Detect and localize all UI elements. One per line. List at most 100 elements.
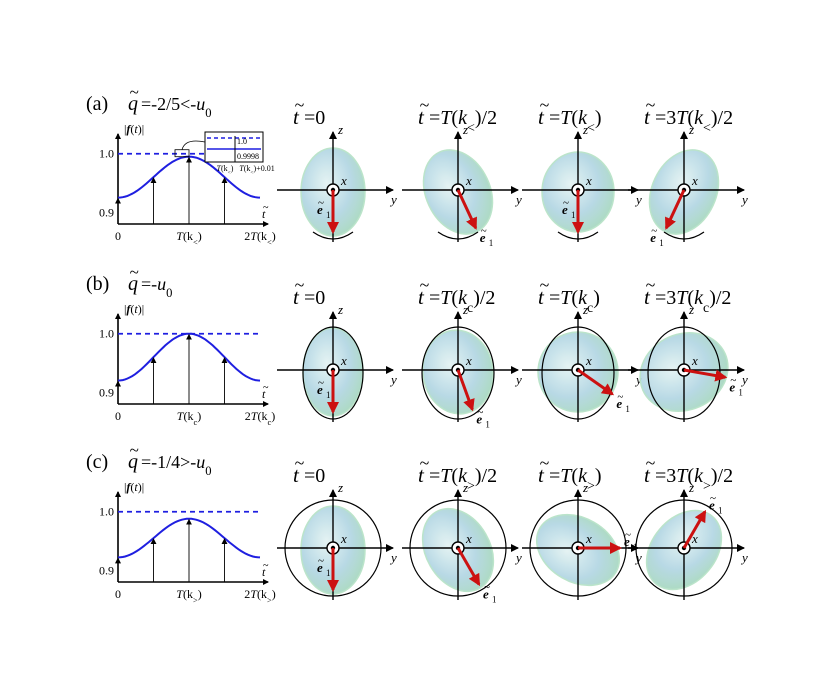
svg-text:1: 1: [492, 594, 497, 604]
svg-text:1: 1: [326, 390, 331, 400]
svg-text:~: ~: [484, 581, 490, 593]
y-label: y: [634, 550, 642, 565]
x-tick-label: 2T(kc): [245, 409, 275, 427]
svg-text:q: q: [128, 451, 138, 473]
t-symbol: t~: [538, 95, 550, 129]
x-tick-label: 0: [115, 229, 121, 243]
x-label: x: [340, 531, 347, 546]
row-b: (b) q~=-u0|f(t)|1.00.90 T(kc) 2T(kc)t~t~=0z…: [86, 263, 748, 430]
q-symbol: q~: [128, 441, 139, 473]
t-symbol: t~: [293, 453, 305, 487]
svg-text:1: 1: [738, 387, 743, 397]
z-label: z: [337, 302, 343, 317]
t-value-label: =T(k<): [549, 107, 602, 136]
svg-text:~: ~: [318, 377, 324, 389]
t-symbol: t~: [538, 275, 550, 309]
svg-text:t: t: [418, 285, 425, 309]
svg-text:~: ~: [295, 95, 305, 115]
e1-label: e~1: [729, 374, 743, 397]
t-symbol: t~: [644, 453, 656, 487]
condition-label: =-1/4>-u0: [141, 452, 212, 478]
svg-text:~: ~: [420, 275, 430, 295]
svg-text:~: ~: [318, 555, 324, 567]
svg-text:q: q: [128, 93, 138, 115]
state-panel: t~=T(k>)zyx e~1: [522, 453, 642, 600]
t-value-label: =3T(k>)/2: [655, 465, 733, 494]
x-axis-symbol: t~: [262, 203, 269, 221]
inset-bottom-label: 0.9998: [237, 152, 259, 161]
x-label: x: [465, 353, 472, 368]
e1-label: e~1: [562, 197, 576, 220]
y-axis-label: |f(t)|: [124, 302, 144, 316]
svg-text:q: q: [128, 273, 138, 295]
y-tick-label: 1.0: [99, 505, 114, 519]
svg-text:~: ~: [710, 493, 716, 505]
e1-label: e~1: [709, 493, 723, 516]
svg-text:1: 1: [571, 210, 576, 220]
zoom-connector: [181, 140, 206, 150]
row-label: (c): [86, 451, 108, 473]
condition-label: =-2/5<-u0: [141, 94, 212, 120]
t-value-label: =T(k>)/2: [429, 465, 497, 494]
x-label: x: [340, 353, 347, 368]
inset-x-left: T(k<): [217, 164, 234, 176]
x-label: x: [585, 531, 592, 546]
z-label: z: [337, 480, 343, 495]
fidelity-curve: [117, 332, 261, 382]
x-label: x: [691, 531, 698, 546]
svg-text:~: ~: [625, 529, 631, 541]
z-label: z: [462, 122, 468, 137]
y-label: y: [740, 192, 748, 207]
z-label: z: [582, 122, 588, 137]
z-label: z: [462, 480, 468, 495]
svg-text:t: t: [418, 463, 425, 487]
e1-vector: [456, 547, 481, 587]
svg-text:~: ~: [646, 95, 656, 115]
svg-text:t: t: [538, 285, 545, 309]
svg-text:t: t: [262, 565, 266, 579]
svg-text:1: 1: [326, 568, 331, 578]
x-tick-label: T(kc): [177, 409, 201, 427]
y-label: y: [514, 192, 522, 207]
t-value-label: =0: [304, 287, 325, 309]
y-tick-label: 1.0: [99, 147, 114, 161]
row-a: (a) q~=-2/5<-u0|f(t)|1.00.90 T(k<) 2T(k<)t~…: [86, 83, 748, 248]
svg-text:~: ~: [420, 453, 430, 473]
t-value-label: =3T(k<)/2: [655, 107, 733, 136]
svg-text:1: 1: [489, 238, 494, 248]
x-label: x: [465, 173, 472, 188]
y-tick-label: 0.9: [99, 385, 114, 399]
x-label: x: [691, 173, 698, 188]
svg-text:~: ~: [295, 275, 305, 295]
fidelity-plot: |f(t)| 1.0 0.90 T(kc) 2T(kc) t~: [99, 302, 275, 427]
row-label: (b): [86, 273, 109, 295]
e1-vector: [456, 189, 478, 230]
svg-text:~: ~: [263, 203, 269, 214]
x-axis-symbol: t~: [262, 561, 269, 579]
svg-text:1: 1: [485, 419, 490, 429]
e1-vector: [682, 509, 707, 549]
e1-label: e~1: [317, 197, 331, 220]
svg-text:t: t: [644, 105, 651, 129]
svg-text:t: t: [418, 105, 425, 129]
q-symbol: q~: [128, 263, 139, 295]
z-label: z: [462, 302, 468, 317]
y-label: y: [634, 372, 642, 387]
svg-text:e: e: [317, 560, 323, 575]
x-tick-label: T(k<): [176, 229, 201, 247]
x-tick-label: T(k>): [176, 587, 201, 605]
svg-text:1: 1: [718, 506, 723, 516]
x-label: x: [585, 173, 592, 188]
svg-text:~: ~: [646, 275, 656, 295]
svg-text:t: t: [538, 463, 545, 487]
e1-label: e~1: [483, 581, 497, 604]
e1-label: e~1: [624, 529, 638, 552]
svg-text:1: 1: [326, 210, 331, 220]
